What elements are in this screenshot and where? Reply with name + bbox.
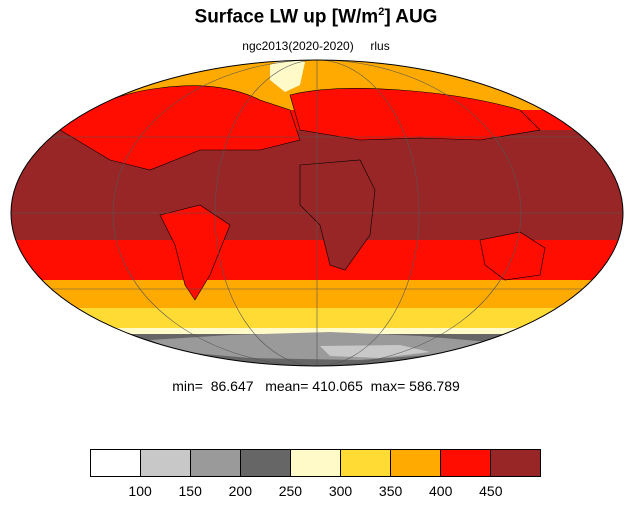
colorbar-tick-label: 350 [378, 483, 403, 499]
colorbar-bin [191, 450, 241, 476]
colorbar-bin [291, 450, 341, 476]
plot-subtitle: ngc2013(2020-2020) rlus [242, 39, 390, 53]
colorbar-bin [441, 450, 491, 476]
colorbar [90, 449, 541, 477]
colorbar-bin [241, 450, 291, 476]
colorbar-tick-label: 250 [278, 483, 303, 499]
band-south-orange [11, 280, 623, 310]
map-outline [10, 59, 624, 367]
south-america-land [159, 204, 231, 301]
colorbar-tick-label: 400 [429, 483, 453, 499]
colorbar-bin [341, 450, 391, 476]
colorbar-tick-label: 300 [328, 483, 353, 499]
colorbar-bin [391, 450, 441, 476]
graticule [11, 60, 623, 366]
colorbar-tick-label: 100 [128, 483, 152, 499]
colorbar-bin [141, 450, 191, 476]
stats-line: min= 86.647 mean= 410.065 max= 586.789 [172, 378, 460, 394]
colorbar-bin [491, 450, 540, 476]
colorbar-tick-label: 150 [178, 483, 202, 499]
colorbar-bin [91, 450, 141, 476]
plot-title: Surface LW up [W/m2] AUG [194, 6, 438, 28]
eurasia-land [290, 88, 540, 140]
africa-land [299, 159, 376, 271]
colorbar-ticks: 100 150 200 250 300 350 400 450 [90, 483, 541, 503]
north-america-land [60, 85, 300, 170]
greenland-land [270, 60, 305, 92]
eurasia-coast [289, 88, 541, 141]
colorbar-tick-label: 200 [228, 483, 252, 499]
antarctica-plateau [320, 345, 430, 358]
colorbar-tick-label: 450 [479, 483, 503, 499]
